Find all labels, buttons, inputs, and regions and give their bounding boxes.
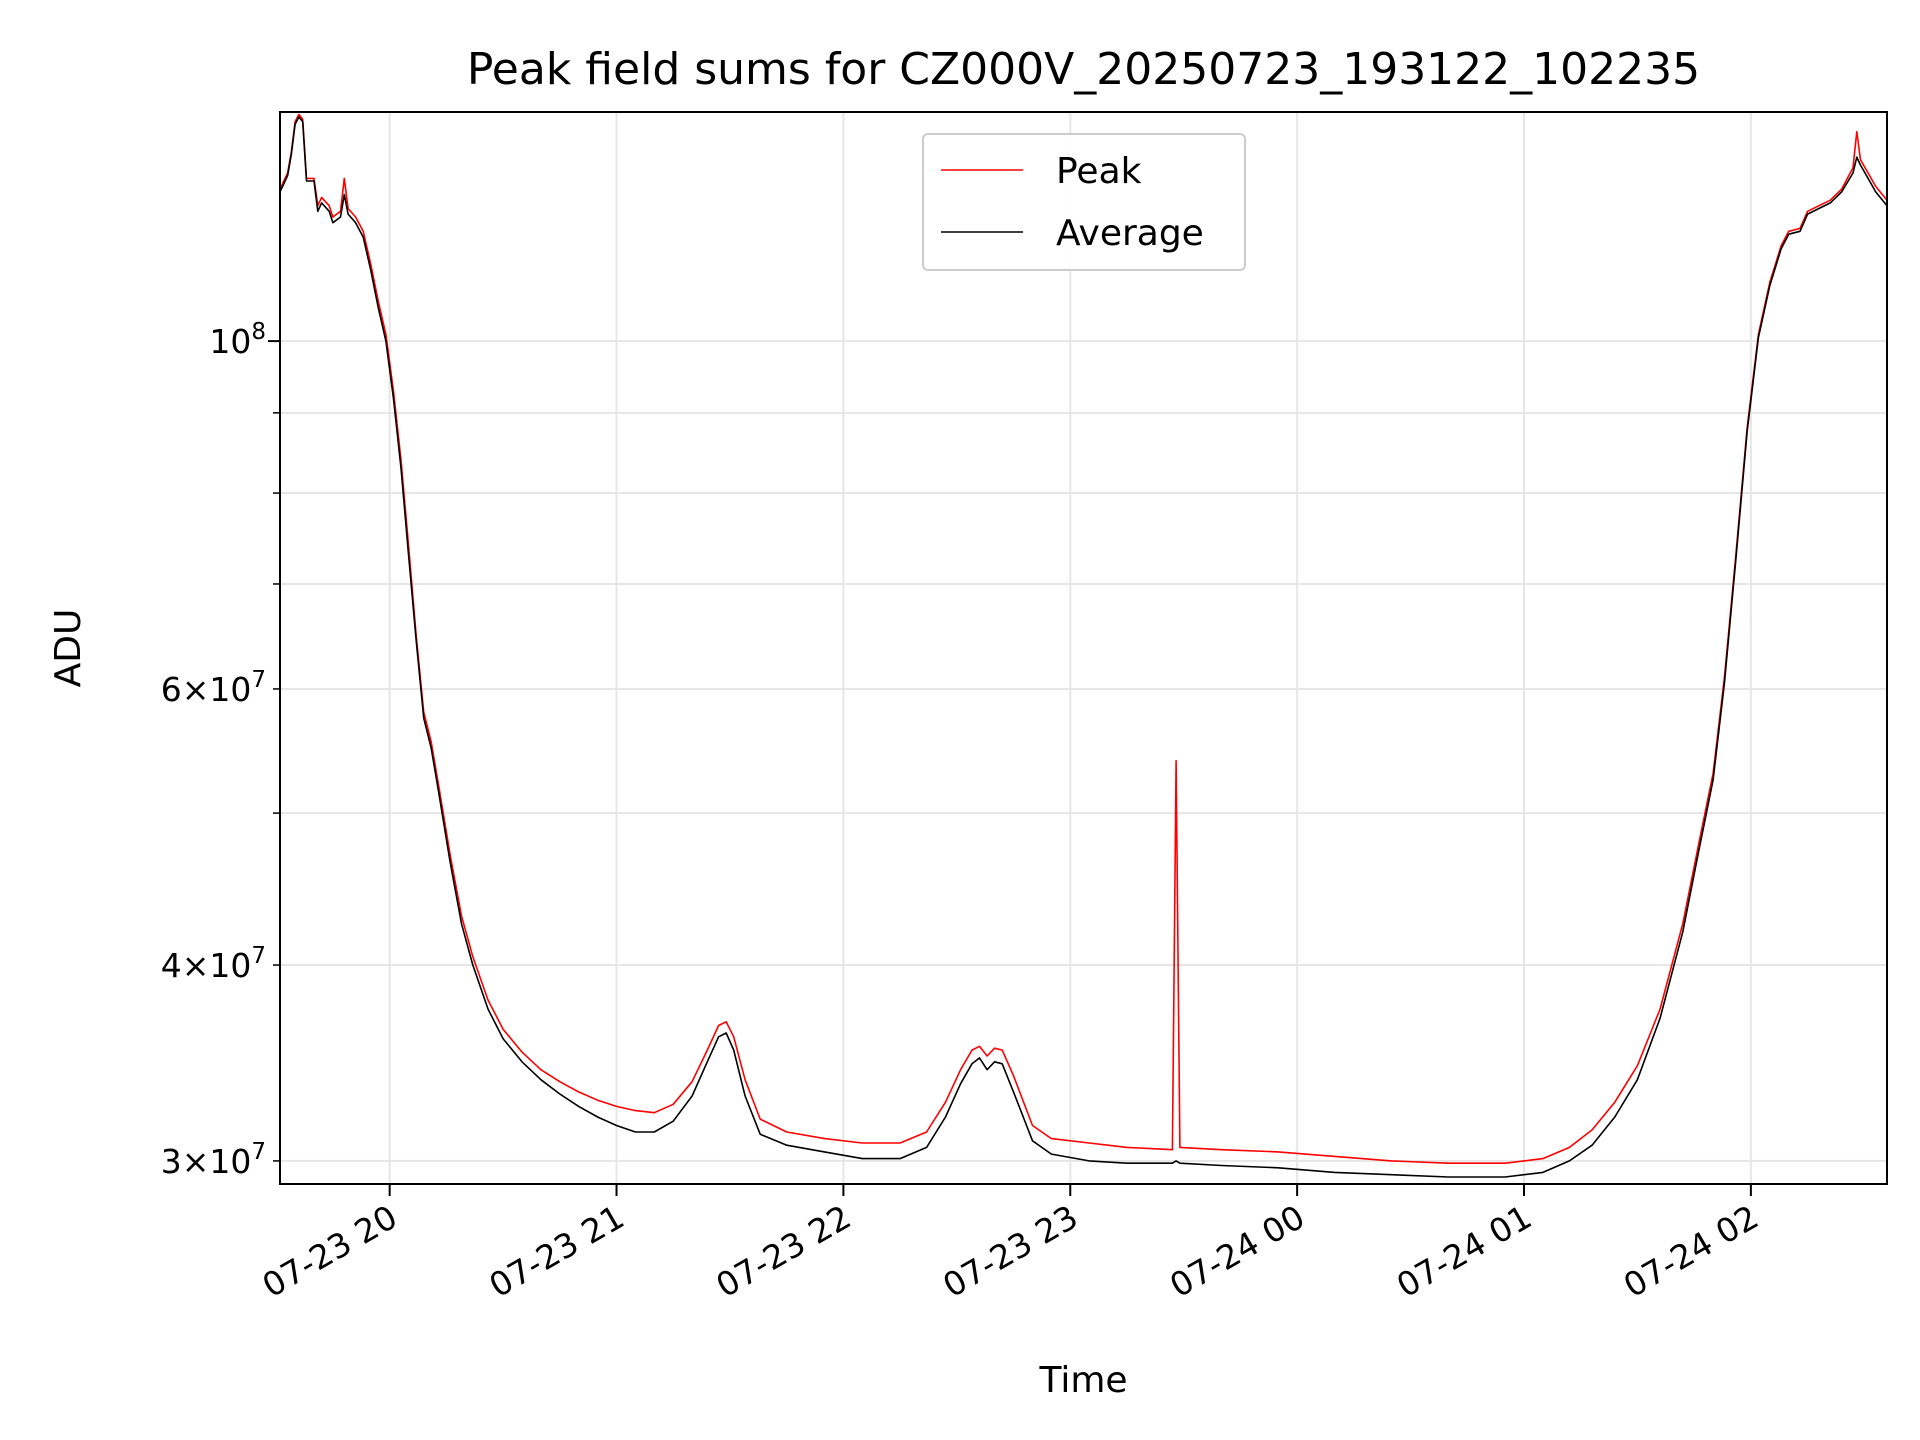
legend-label-peak: Peak [1056, 151, 1142, 192]
y-tick-label: 108 [209, 319, 266, 361]
y-tick-times: × [182, 1142, 210, 1181]
plot-frame [279, 111, 1888, 1185]
legend-box [922, 133, 1246, 271]
x-axis-title: Time [1038, 1360, 1127, 1401]
y-tick-label: 3×107 [161, 1139, 266, 1181]
legend: Peak Average [922, 133, 1246, 271]
y-axis-title: ADU [48, 609, 89, 688]
gridlines [280, 112, 1887, 1184]
series-line-average [279, 116, 1888, 1178]
y-tick-base: 10 [209, 1142, 251, 1181]
y-tick-exponent: 7 [251, 1139, 266, 1165]
y-tick-exponent: 7 [251, 667, 266, 693]
y-tick-mantissa: 6 [161, 670, 182, 709]
legend-label-average: Average [1056, 213, 1204, 254]
y-tick-times: × [182, 670, 210, 709]
y-tick-exponent: 7 [251, 943, 266, 969]
y-tick-label: 4×107 [161, 943, 266, 985]
y-tick-base: 10 [209, 670, 251, 709]
y-tick-base: 10 [209, 946, 251, 985]
y-tick-exponent: 8 [251, 319, 266, 345]
series-lines [279, 113, 1888, 1178]
y-tick-mantissa: 3 [161, 1142, 182, 1181]
y-tick-label: 6×107 [161, 667, 266, 709]
y-tick-mantissa: 4 [161, 946, 182, 985]
chart-title: Peak field sums for CZ000V_20250723_1931… [467, 44, 1700, 95]
y-tick-base: 10 [209, 322, 251, 361]
y-tick-times: × [182, 946, 210, 985]
